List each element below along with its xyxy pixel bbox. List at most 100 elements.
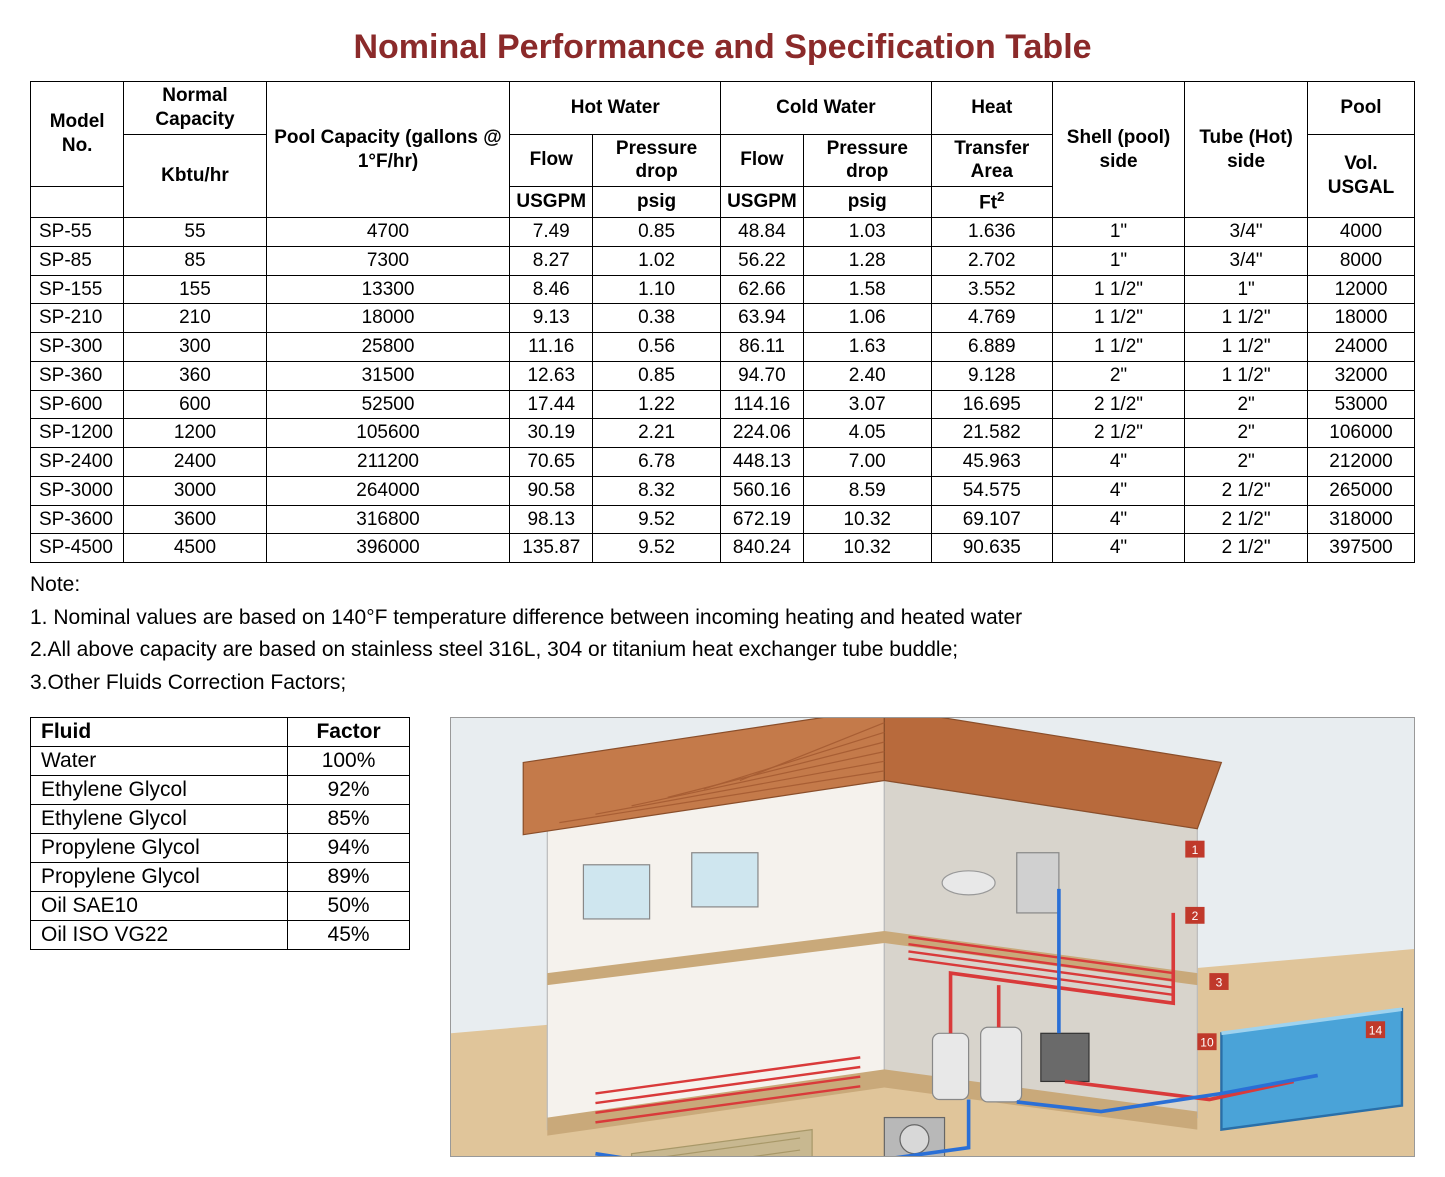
table-row: SP-555547007.490.8548.841.031.6361"3/4"4… bbox=[31, 218, 1415, 247]
col-hot-flow: Flow bbox=[510, 134, 593, 187]
table-cell: 840.24 bbox=[721, 534, 804, 563]
table-cell: 300 bbox=[124, 333, 266, 362]
table-cell: 265000 bbox=[1308, 476, 1415, 505]
table-cell: 360 bbox=[124, 361, 266, 390]
table-cell: 3.07 bbox=[803, 390, 931, 419]
col-cold-pdrop: Pressure drop bbox=[803, 134, 931, 187]
table-cell: 2400 bbox=[124, 448, 266, 477]
table-cell: 224.06 bbox=[721, 419, 804, 448]
table-row: Water100% bbox=[31, 747, 410, 776]
table-cell: 1.636 bbox=[931, 218, 1052, 247]
table-cell: SP-55 bbox=[31, 218, 124, 247]
table-cell: 48.84 bbox=[721, 218, 804, 247]
table-cell: 4" bbox=[1052, 476, 1184, 505]
table-cell: 8000 bbox=[1308, 246, 1415, 275]
table-cell: 2.40 bbox=[803, 361, 931, 390]
table-cell: 12000 bbox=[1308, 275, 1415, 304]
table-cell: 52500 bbox=[266, 390, 510, 419]
table-cell: SP-85 bbox=[31, 246, 124, 275]
table-cell: 17.44 bbox=[510, 390, 593, 419]
table-cell: SP-3000 bbox=[31, 476, 124, 505]
table-cell: 18000 bbox=[266, 304, 510, 333]
table-cell: 92% bbox=[288, 776, 410, 805]
table-cell: 2.21 bbox=[593, 419, 721, 448]
notes-heading: Note: bbox=[30, 569, 1415, 602]
table-cell: 1 1/2" bbox=[1185, 361, 1308, 390]
table-cell: SP-4500 bbox=[31, 534, 124, 563]
table-cell: 9.13 bbox=[510, 304, 593, 333]
table-cell: 1.28 bbox=[803, 246, 931, 275]
table-cell: 94.70 bbox=[721, 361, 804, 390]
table-cell: 1 1/2" bbox=[1052, 304, 1184, 333]
table-row: SP-45004500396000135.879.52840.2410.3290… bbox=[31, 534, 1415, 563]
table-cell: 2 1/2" bbox=[1052, 419, 1184, 448]
unit-kbtu: Kbtu/hr bbox=[124, 134, 266, 218]
table-cell: 1.63 bbox=[803, 333, 931, 362]
table-cell: 4500 bbox=[124, 534, 266, 563]
house-diagram: 1 2 3 4 5 7 10 14 bbox=[450, 717, 1415, 1157]
table-cell: 31500 bbox=[266, 361, 510, 390]
svg-text:14: 14 bbox=[1369, 1024, 1383, 1038]
table-cell: 7.00 bbox=[803, 448, 931, 477]
table-cell: 55 bbox=[124, 218, 266, 247]
table-cell: 2" bbox=[1052, 361, 1184, 390]
table-cell: 7.49 bbox=[510, 218, 593, 247]
table-cell: 1 1/2" bbox=[1052, 275, 1184, 304]
table-cell: 264000 bbox=[266, 476, 510, 505]
table-cell: Ethylene Glycol bbox=[31, 805, 288, 834]
table-cell: 3000 bbox=[124, 476, 266, 505]
table-cell: 6.889 bbox=[931, 333, 1052, 362]
svg-text:2: 2 bbox=[1192, 909, 1199, 923]
svg-text:3: 3 bbox=[1216, 976, 1223, 990]
table-cell: 18000 bbox=[1308, 304, 1415, 333]
table-cell: 2" bbox=[1185, 390, 1308, 419]
table-cell: 86.11 bbox=[721, 333, 804, 362]
table-cell: 448.13 bbox=[721, 448, 804, 477]
table-cell: 1" bbox=[1052, 218, 1184, 247]
table-cell: 54.575 bbox=[931, 476, 1052, 505]
table-row: Oil SAE1050% bbox=[31, 892, 410, 921]
table-cell: 396000 bbox=[266, 534, 510, 563]
table-cell: 318000 bbox=[1308, 505, 1415, 534]
table-cell: 100% bbox=[288, 747, 410, 776]
unit-psig-h: psig bbox=[593, 187, 721, 218]
table-cell: 6.78 bbox=[593, 448, 721, 477]
unit-psig-c: psig bbox=[803, 187, 931, 218]
table-row: Propylene Glycol94% bbox=[31, 834, 410, 863]
table-cell: 212000 bbox=[1308, 448, 1415, 477]
table-cell: Oil ISO VG22 bbox=[31, 921, 288, 950]
col-normal-capacity: Normal Capacity bbox=[124, 82, 266, 135]
unit-usgpm-h: USGPM bbox=[510, 187, 593, 218]
table-row: Propylene Glycol89% bbox=[31, 863, 410, 892]
table-cell: 90.58 bbox=[510, 476, 593, 505]
table-cell: 10.32 bbox=[803, 534, 931, 563]
table-cell: 13300 bbox=[266, 275, 510, 304]
notes-block: Note: 1. Nominal values are based on 140… bbox=[30, 569, 1415, 699]
table-cell: 397500 bbox=[1308, 534, 1415, 563]
table-row: SP-2400240021120070.656.78448.137.0045.9… bbox=[31, 448, 1415, 477]
table-cell: SP-1200 bbox=[31, 419, 124, 448]
table-cell: 1.03 bbox=[803, 218, 931, 247]
table-cell: 24000 bbox=[1308, 333, 1415, 362]
table-cell: 672.19 bbox=[721, 505, 804, 534]
table-row: SP-155155133008.461.1062.661.583.5521 1/… bbox=[31, 275, 1415, 304]
table-cell: 8.46 bbox=[510, 275, 593, 304]
table-cell: 560.16 bbox=[721, 476, 804, 505]
page-title: Nominal Performance and Specification Ta… bbox=[30, 28, 1415, 67]
table-cell: 600 bbox=[124, 390, 266, 419]
col-tube: Tube (Hot) side bbox=[1185, 82, 1308, 218]
table-cell: 4.769 bbox=[931, 304, 1052, 333]
table-cell: 98.13 bbox=[510, 505, 593, 534]
table-cell: 2 1/2" bbox=[1052, 390, 1184, 419]
table-cell: 11.16 bbox=[510, 333, 593, 362]
table-cell: SP-3600 bbox=[31, 505, 124, 534]
table-cell: 1" bbox=[1052, 246, 1184, 275]
table-cell: 1.58 bbox=[803, 275, 931, 304]
table-row: Ethylene Glycol92% bbox=[31, 776, 410, 805]
table-cell: SP-300 bbox=[31, 333, 124, 362]
table-cell: Propylene Glycol bbox=[31, 834, 288, 863]
table-row: SP-3003002580011.160.5686.111.636.8891 1… bbox=[31, 333, 1415, 362]
table-cell: 3.552 bbox=[931, 275, 1052, 304]
table-cell: SP-600 bbox=[31, 390, 124, 419]
table-cell: 1 1/2" bbox=[1185, 333, 1308, 362]
